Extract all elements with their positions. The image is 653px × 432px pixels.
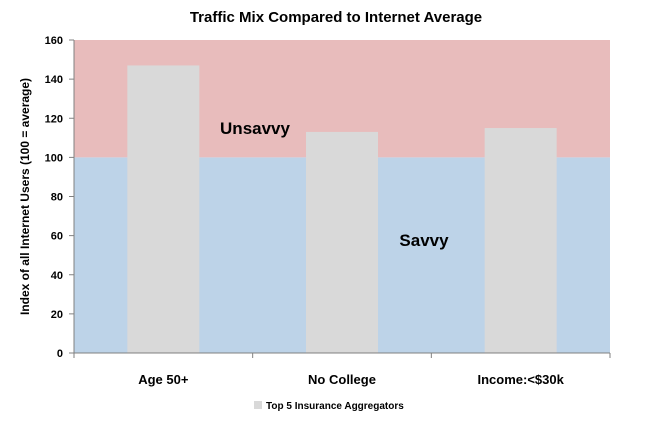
y-tick-label: 80 [51, 192, 63, 204]
legend-swatch [254, 401, 262, 409]
x-category-label: Age 50+ [138, 372, 189, 387]
chart-title: Traffic Mix Compared to Internet Average [190, 9, 482, 26]
y-tick-label: 20 [51, 309, 63, 321]
band-label-savvy: Savvy [399, 231, 449, 250]
y-tick-label: 140 [45, 74, 63, 86]
x-category-label: Income:<$30k [477, 372, 564, 387]
axes [69, 39, 611, 358]
axis-labels: Savvy Unsavvy 0 20 40 60 80 100 120 140 160 Age 50+… [18, 35, 565, 387]
y-tick-label: 160 [45, 35, 63, 47]
y-axis-title: Index of all Internet Users (100 = avera… [18, 78, 32, 315]
legend-label: Top 5 Insurance Aggregators [266, 401, 404, 412]
bar-2 [306, 131, 378, 353]
x-category-label: No College [308, 372, 376, 387]
legend: Top 5 Insurance Aggregators [254, 401, 404, 412]
y-tick-label: 60 [51, 231, 63, 243]
y-tick-label: 100 [45, 152, 63, 164]
y-tick-label: 0 [57, 348, 63, 360]
bars [127, 65, 557, 354]
y-tick-label: 120 [45, 113, 63, 125]
bar-3 [484, 128, 557, 353]
band-label-unsavvy: Unsavvy [220, 119, 290, 138]
bar-1 [127, 65, 200, 354]
y-tick-label: 40 [51, 270, 63, 282]
